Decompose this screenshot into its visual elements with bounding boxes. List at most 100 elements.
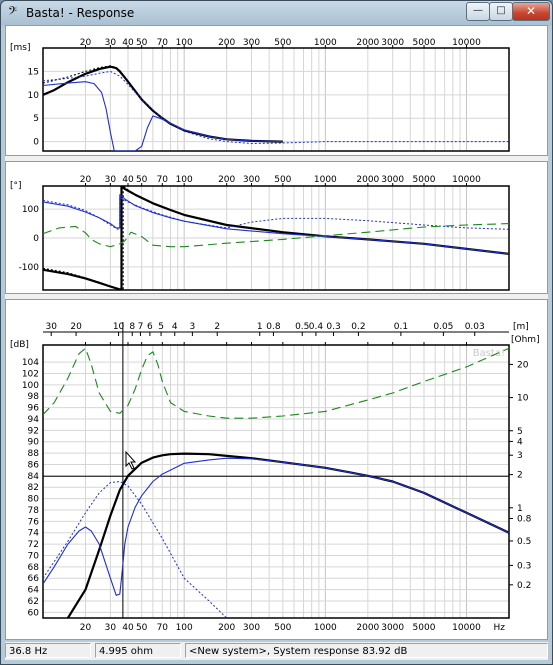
freq-tick-label: 500: [274, 623, 291, 633]
ohm-axis-label: [Ohm]: [511, 335, 540, 345]
phase-panel[interactable]: 20 30 40 50 70 100 200 300 500 1000 2000 3000 5000 10…: [5, 161, 548, 294]
y-tick-label: 62: [28, 597, 39, 607]
wavelength-tick-label: 4: [172, 322, 178, 332]
wavelength-tick-label: 5: [158, 322, 164, 332]
y-tick-label: 82: [28, 483, 39, 493]
freq-tick-label: 30: [105, 623, 117, 633]
ohm-tick-label: 1: [517, 504, 523, 514]
y-tick-label: 0: [33, 138, 39, 148]
y-tick-label: 100: [22, 381, 39, 391]
y-tick-label: 94: [28, 415, 40, 425]
watermark: Basta!: [473, 348, 505, 359]
y-tick-label: 90: [28, 438, 40, 448]
freq-tick-label: 50: [136, 175, 148, 185]
freq-tick-label: 70: [157, 623, 169, 633]
plot-area: 2030405070100200300500100020003000500010…: [10, 322, 540, 633]
freq-tick-label: 200: [218, 38, 235, 48]
series-line-dotted-black: [43, 186, 509, 290]
wavelength-tick-label: 0.2: [351, 322, 365, 332]
y-tick-label: 100: [22, 205, 39, 215]
close-button[interactable]: ✕: [512, 2, 550, 21]
series-line-dotted-blue: [43, 481, 228, 618]
wavelength-tick-label: 8: [129, 322, 135, 332]
phase-chart[interactable]: 20 30 40 50 70 100 200 300 500 1000 2000 3000 5000 10…: [6, 162, 547, 293]
y-tick-label: 70: [28, 551, 40, 561]
wavelength-tick-label: 0.4: [309, 322, 324, 332]
y-tick-label: 5: [33, 114, 39, 124]
ohm-tick-label: 10: [517, 394, 529, 404]
y-tick-label: 72: [28, 540, 39, 550]
status-bar: 36.8 Hz 4.995 ohm <New system>, System r…: [5, 642, 548, 660]
wavelength-tick-label: 10: [113, 322, 125, 332]
y-tick-label: 68: [28, 563, 40, 573]
freq-tick-label: 300: [243, 38, 260, 48]
freq-tick-label: 40: [122, 38, 134, 48]
minimize-button[interactable]: —: [466, 2, 490, 21]
wavelength-tick-label: 0.3: [326, 322, 340, 332]
freq-tick-label: 1000: [314, 175, 337, 185]
wavelength-tick-label: 3: [190, 322, 196, 332]
wavelength-tick-label: 0.8: [266, 322, 281, 332]
wavelength-tick-label: 7: [138, 322, 144, 332]
plot-frame: [42, 344, 510, 619]
y-tick-label: 66: [28, 574, 40, 584]
y-tick-label: 84: [28, 472, 40, 482]
series-line-solid-blue: [43, 81, 283, 151]
y-axis-label: [°]: [10, 181, 22, 191]
freq-tick-label: 70: [157, 175, 169, 185]
plot-frame: [42, 47, 510, 152]
response-panel[interactable]: 2030405070100200300500100020003000500010…: [5, 299, 548, 640]
freq-tick-label: 10000: [452, 38, 481, 48]
title-bar[interactable]: 𝄢 Basta! - Response — □ ✕: [1, 1, 552, 25]
plot-frame: [42, 185, 510, 291]
freq-tick-label: 30: [105, 38, 117, 48]
y-axis-label: [ms]: [10, 43, 30, 53]
status-impedance: 4.995 ohm: [95, 643, 181, 658]
y-tick-label: 10: [28, 91, 40, 101]
group-delay-panel[interactable]: 20 30 40 50 70 100 200 300 500 1000 2000 3000 5000 10…: [5, 25, 548, 156]
freq-tick-label: 500: [274, 38, 291, 48]
maximize-button[interactable]: □: [489, 2, 513, 21]
freq-tick-label: 40: [122, 175, 134, 185]
y-tick-label: 98: [28, 392, 40, 402]
wavelength-tick-label: 1: [257, 322, 263, 332]
series-line-dotted-blue: [43, 197, 509, 230]
group-delay-chart[interactable]: 20 30 40 50 70 100 200 300 500 1000 2000 3000 5000 10…: [6, 26, 547, 155]
freq-tick-label: 20: [80, 38, 92, 48]
freq-tick-label: 70: [157, 38, 169, 48]
x-unit-label: Hz: [494, 623, 506, 633]
wavelength-tick-label: 0.03: [465, 322, 485, 332]
wavelength-tick-label: 20: [70, 322, 82, 332]
y-tick-label: 78: [28, 506, 40, 516]
y-tick-label: 0: [33, 234, 39, 244]
freq-tick-label: 1000: [314, 38, 337, 48]
wavelength-tick-label: 6: [147, 322, 153, 332]
y-tick-label: 76: [28, 517, 40, 527]
series-line-dotted-blue: [43, 70, 509, 144]
y-tick-label: 92: [28, 426, 39, 436]
ohm-tick-label: 20: [517, 360, 529, 370]
ohm-tick-label: 5: [517, 427, 523, 437]
response-chart[interactable]: 2030405070100200300500100020003000500010…: [6, 300, 547, 639]
y-tick-label: -100: [19, 263, 40, 273]
ohm-tick-label: 0.8: [517, 514, 532, 524]
y-tick-label: 60: [28, 608, 40, 618]
series-line-dashed-green: [43, 223, 509, 248]
freq-tick-label: 100: [176, 623, 193, 633]
y-tick-label: 86: [28, 460, 40, 470]
status-frequency: 36.8 Hz: [5, 643, 91, 658]
ohm-tick-label: 3: [517, 451, 523, 461]
wavelength-tick-label: 0.5: [295, 322, 309, 332]
freq-tick-label: 5000: [413, 38, 436, 48]
freq-tick-label: 40: [122, 623, 134, 633]
series-line-solid-black: [66, 452, 509, 618]
y-tick-label: 96: [28, 404, 40, 414]
ohm-tick-label: 2: [517, 471, 523, 481]
y-tick-label: 64: [28, 586, 40, 596]
freq-tick-label: 200: [218, 623, 235, 633]
freq-tick-label: 10000: [452, 175, 481, 185]
series-group: [43, 186, 509, 290]
freq-tick-label: 2000: [356, 623, 379, 633]
